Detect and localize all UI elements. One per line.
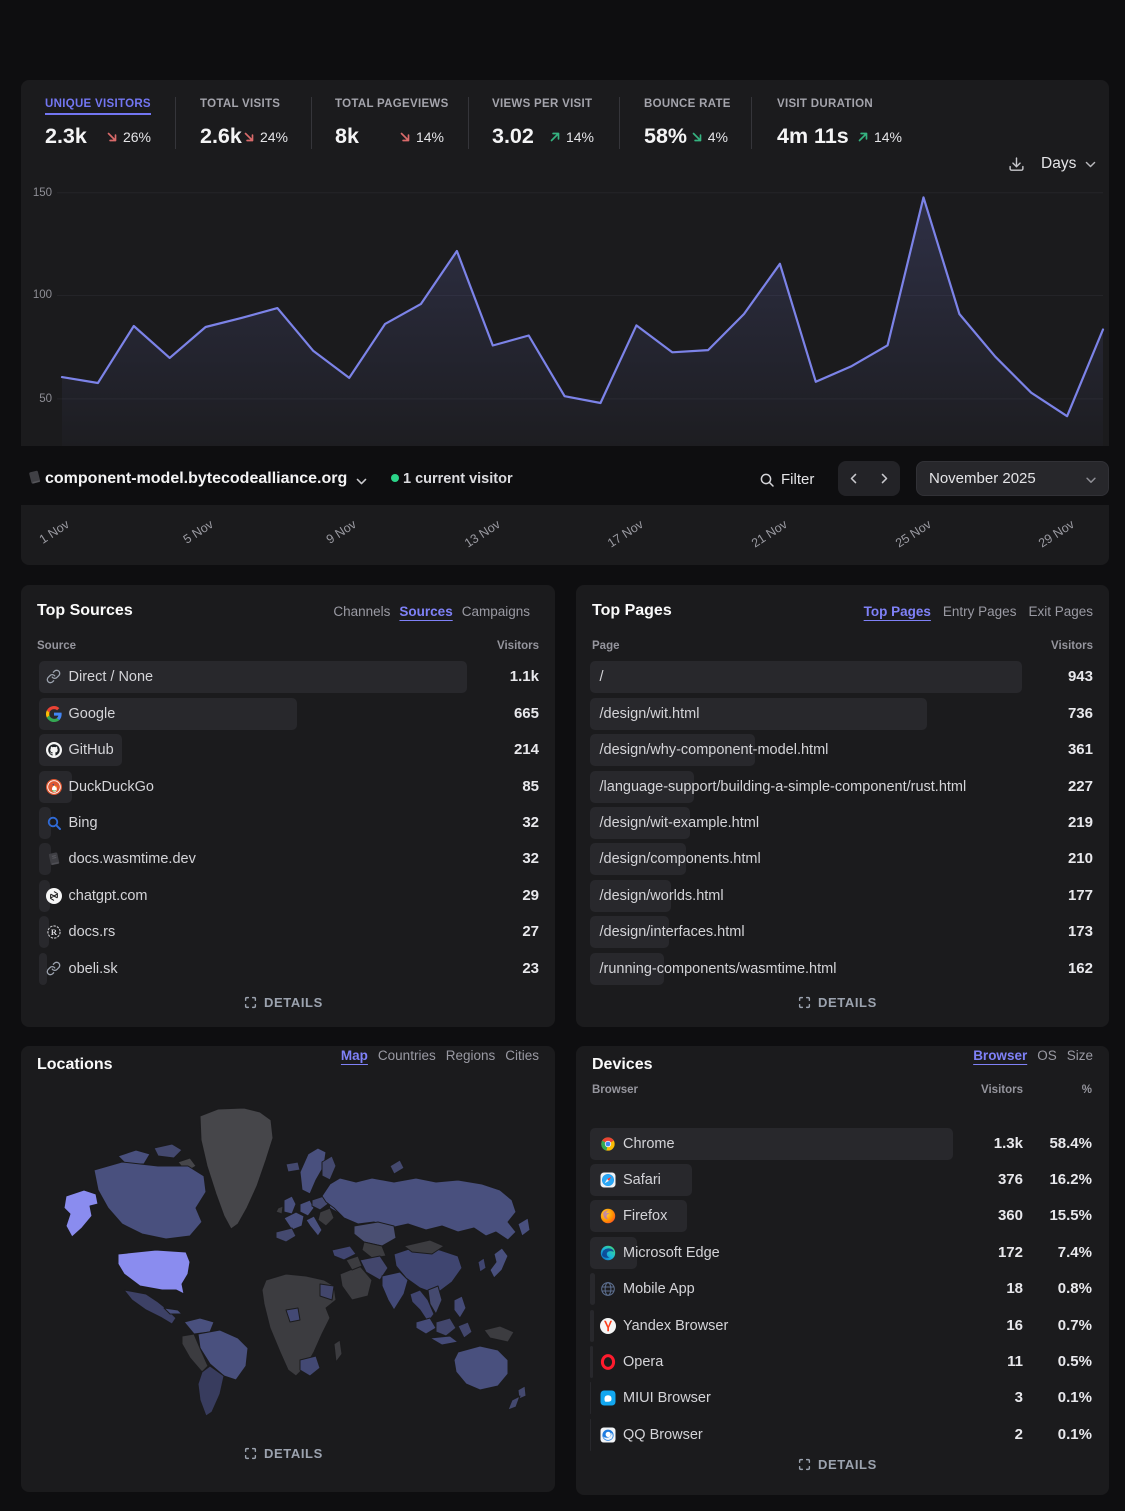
svg-text:R: R [51, 927, 58, 937]
